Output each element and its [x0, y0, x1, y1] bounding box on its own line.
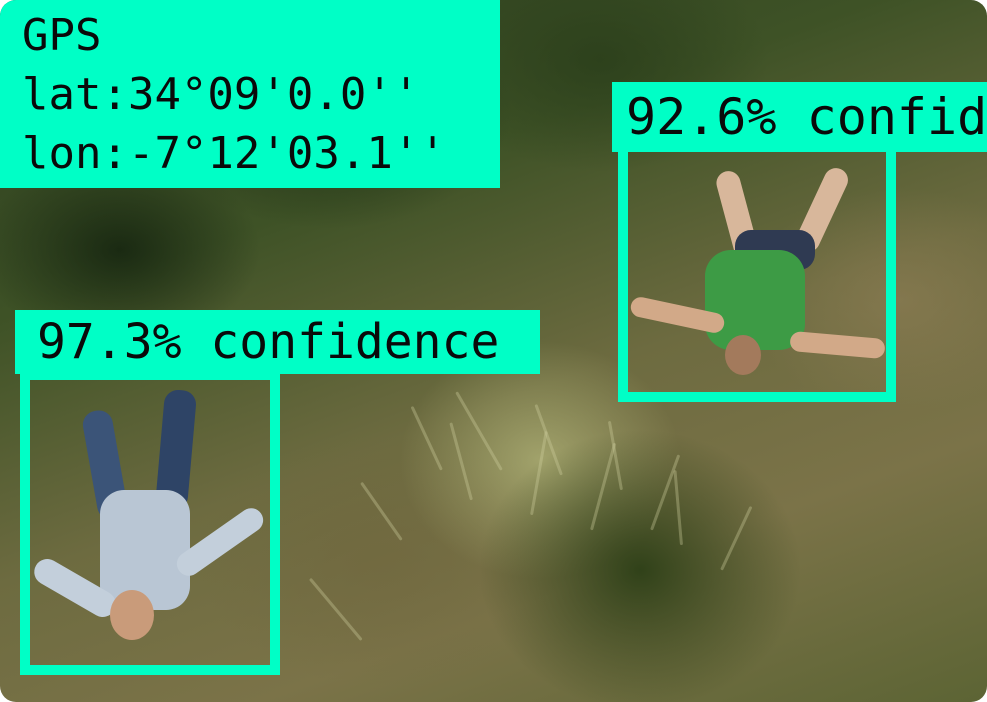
person-lying-right	[628, 150, 886, 390]
person-left-torso	[100, 490, 190, 610]
gps-latitude: lat:34°09'0.0''	[22, 69, 420, 120]
detection-label-1: 97.3% confidence	[15, 310, 540, 374]
gps-panel: GPS lat:34°09'0.0'' lon:-7°12'03.1''	[0, 0, 500, 188]
gps-title: GPS	[22, 10, 102, 61]
person-right-torso	[705, 250, 805, 350]
person-left-head	[110, 590, 154, 640]
person-right-head	[725, 335, 761, 375]
detection-box-1	[20, 370, 280, 675]
gps-longitude: lon:-7°12'03.1''	[22, 128, 446, 179]
person-lying-left	[29, 380, 270, 665]
detection-box-2	[618, 140, 896, 402]
